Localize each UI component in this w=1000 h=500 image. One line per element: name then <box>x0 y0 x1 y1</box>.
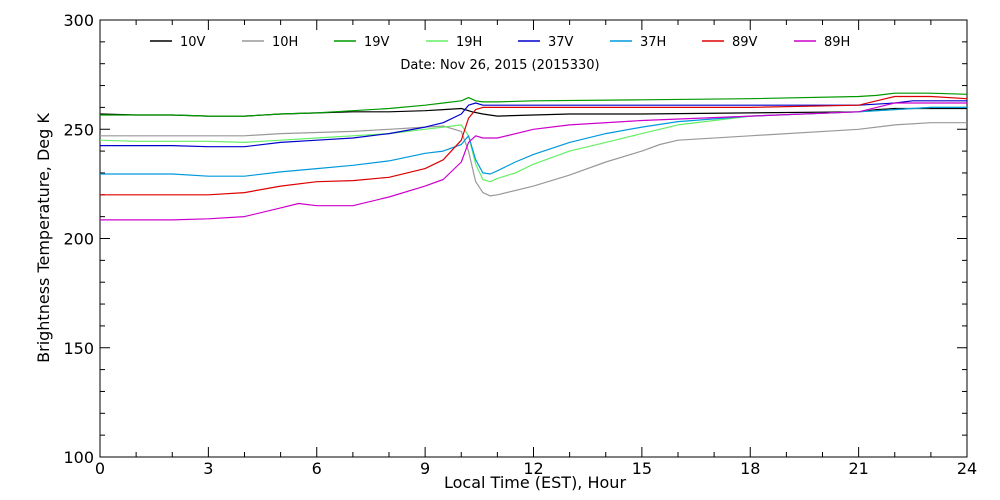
series-line-10h <box>100 122 967 197</box>
legend-label-37v: 37V <box>548 35 574 50</box>
x-tick-label: 18 <box>740 459 760 478</box>
x-tick-label: 12 <box>523 459 543 478</box>
y-tick-label: 100 <box>63 448 94 467</box>
axis-ticks: 0 3 6 9 12 15 18 21 24 100 150 200 250 300 <box>63 11 977 478</box>
legend-label-19h: 19H <box>456 35 482 50</box>
series-line-89v <box>100 95 968 196</box>
x-tick-label: 0 <box>95 459 105 478</box>
x-axis-title: Local Time (EST), Hour <box>444 473 626 492</box>
legend-label-37h: 37H <box>640 35 666 50</box>
series-line-89h <box>100 102 967 221</box>
legend-label-19v: 19V <box>364 35 390 50</box>
x-tick-label: 15 <box>632 459 652 478</box>
x-tick-label: 6 <box>312 459 322 478</box>
legend: 10V 10H 19V 19H 37V 37H 89V 89H <box>150 35 850 50</box>
plot-border <box>99 19 968 458</box>
x-tick-label: 3 <box>203 459 213 478</box>
x-tick-label: 21 <box>848 459 868 478</box>
series-lines <box>99 92 968 221</box>
y-tick-label: 200 <box>63 230 94 249</box>
date-annotation: Date: Nov 26, 2015 (2015330) <box>400 58 599 73</box>
series-line-19h <box>99 106 967 183</box>
y-tick-label: 150 <box>63 339 94 358</box>
x-tick-label: 24 <box>957 459 977 478</box>
plot-frame <box>99 19 968 458</box>
series-line-37h <box>100 106 967 177</box>
y-tick-label: 300 <box>63 11 94 30</box>
legend-label-10h: 10H <box>272 35 298 50</box>
series-line-19v <box>100 92 968 117</box>
legend-label-89v: 89V <box>732 35 758 50</box>
x-tick-label: 9 <box>420 459 430 478</box>
y-tick-label: 250 <box>63 120 94 139</box>
legend-label-89h: 89H <box>824 35 850 50</box>
y-axis-title: Brightness Temperature, Deg K <box>34 113 53 363</box>
legend-label-10v: 10V <box>180 35 206 50</box>
